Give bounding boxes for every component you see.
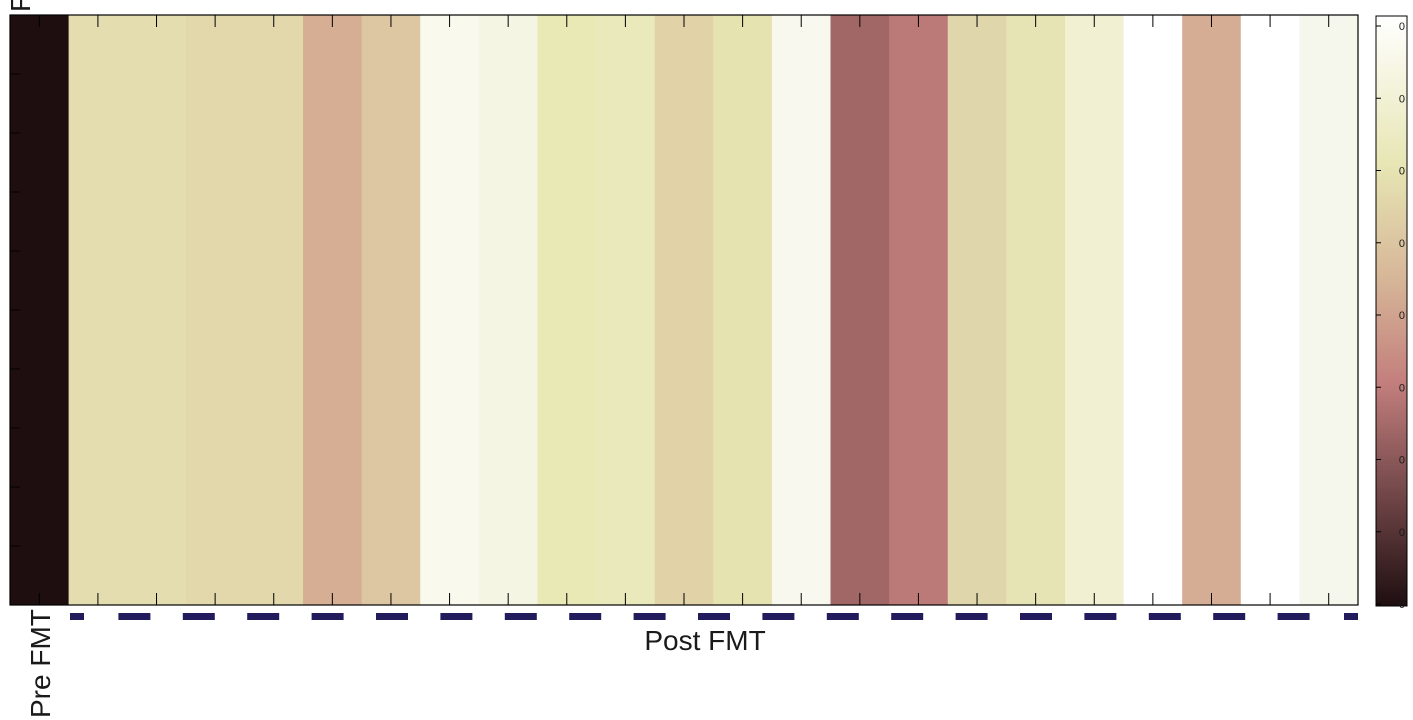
plot-frame (9, 14, 1359, 606)
heatmap-cell-16 (889, 15, 949, 605)
x-axis-label: Post FMT (644, 625, 765, 656)
group-bar-segment-1 (70, 613, 84, 620)
group-bar-segment-18 (1148, 613, 1181, 620)
group-bar-segment-6 (376, 613, 408, 620)
group-bar-segment-14 (891, 613, 924, 620)
heatmap-cell-15 (830, 15, 890, 605)
heatmap-cell-8 (420, 15, 480, 605)
group-bar-segment-20 (1277, 613, 1310, 620)
group-bar-segment-19 (1213, 613, 1246, 620)
heatmap-cell-20 (1123, 15, 1183, 605)
group-bar-segment-13 (826, 613, 859, 620)
colorbar (1375, 15, 1408, 607)
heatmap-cell-9 (478, 15, 539, 605)
colorbar-tick-label-3: 0 (1399, 455, 1405, 467)
group-bar-segment-3 (182, 613, 215, 620)
heatmap-cell-3 (127, 15, 187, 605)
group-bar-segment-21 (1344, 613, 1358, 620)
group-bar-segment-9 (569, 613, 602, 620)
group-bar-segment-7 (440, 613, 473, 620)
post-fmt-group-bar (70, 613, 1358, 620)
colorbar-tick-label-5: 0 (1399, 310, 1405, 322)
colorbar-tick-label-8: 0 (1399, 93, 1405, 105)
heatmap-cell-6 (303, 15, 363, 605)
colorbar-tick-label-6: 0 (1399, 238, 1405, 250)
colorbar-tick-label-4: 0 (1399, 382, 1405, 394)
colorbar-tick-label-7: 0 (1399, 166, 1405, 178)
group-bar-segment-16 (1020, 613, 1052, 620)
heatmap-cell-14 (771, 15, 832, 605)
colorbar-ticks: 0 0 0 0 0 0 0 0 0 (1376, 21, 1405, 611)
heatmap-cell-19 (1064, 15, 1125, 605)
heatmap-cell-13 (713, 15, 773, 605)
group-bar-segment-4 (247, 613, 280, 620)
group-bar-segment-15 (955, 613, 988, 620)
pre-fmt-label: Pre FMT (25, 609, 56, 718)
heatmap-cell-17 (947, 15, 1007, 605)
heatmap-cell-10 (537, 15, 597, 605)
group-bar-segment-8 (504, 613, 537, 620)
y-axis-label-fragment: F (5, 0, 36, 12)
heatmap-cell-2 (68, 15, 128, 605)
heatmap-cell-4 (185, 15, 246, 605)
heatmap-cell-11 (596, 15, 656, 605)
group-bar-segment-17 (1084, 613, 1117, 620)
group-bar-segment-12 (762, 613, 795, 620)
group-bar-segment-2 (118, 613, 151, 620)
colorbar-tick-label-2: 0 (1399, 527, 1405, 539)
heatmap-cell-22 (1240, 15, 1300, 605)
group-bar-segment-5 (311, 613, 344, 620)
heatmap-cell-21 (1182, 15, 1242, 605)
heatmap-cell-18 (1006, 15, 1066, 605)
group-bar-segment-11 (698, 613, 730, 620)
heatmap-cell-12 (654, 15, 714, 605)
colorbar-tick-label-9: 0 (1399, 21, 1405, 33)
heatmap-cell-7 (361, 15, 421, 605)
heatmap-cell-5 (244, 15, 304, 605)
heatmap-cell-23 (1299, 15, 1359, 605)
group-bar-segment-10 (633, 613, 666, 620)
heatmap-cells (10, 15, 1359, 605)
colorbar-tick-label-1: 0 (1399, 599, 1405, 611)
x-axis-ticks (10, 15, 1330, 605)
